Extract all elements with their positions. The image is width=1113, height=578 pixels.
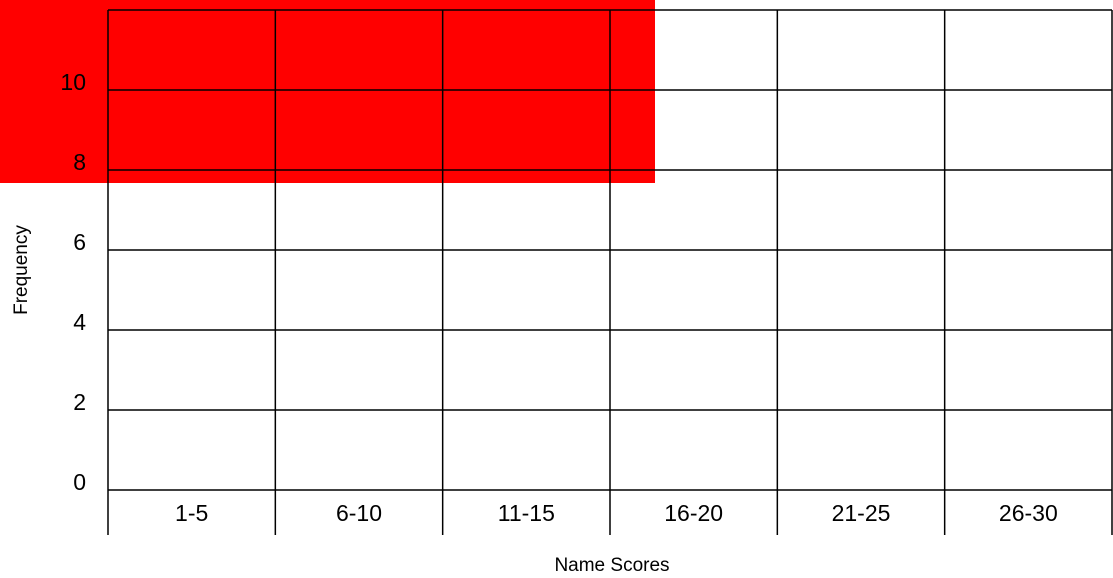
y-axis-label: Frequency (11, 225, 32, 315)
x-tick-label: 26-30 (999, 500, 1058, 526)
x-tick-label: 11-15 (498, 500, 555, 526)
y-tick-label: 6 (73, 229, 86, 255)
y-tick-label: 10 (60, 69, 86, 95)
x-tick-label: 1-5 (175, 500, 208, 526)
x-tick-label: 21-25 (832, 500, 891, 526)
y-tick-label: 8 (73, 149, 86, 175)
y-tick-label: 2 (73, 389, 86, 415)
x-tick-label: 6-10 (336, 500, 382, 526)
y-tick-label: 4 (73, 309, 86, 335)
x-tick-label: 16-20 (664, 500, 723, 526)
redaction-block (0, 0, 655, 183)
x-axis-label: Name Scores (554, 555, 669, 576)
y-tick-label: 0 (73, 469, 86, 495)
